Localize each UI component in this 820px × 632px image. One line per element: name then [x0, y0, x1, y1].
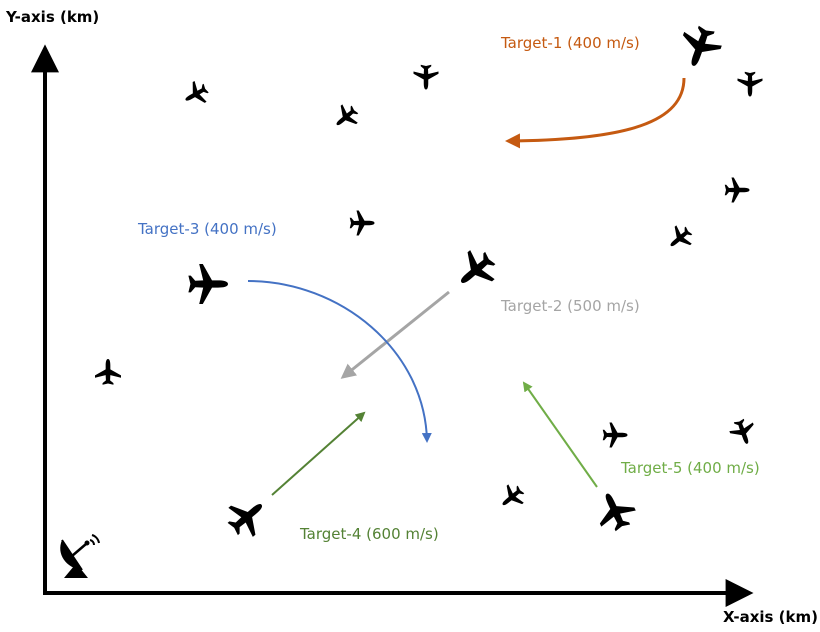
airplane-icon — [674, 21, 726, 73]
airplane-icon — [95, 359, 121, 385]
target-3-label: Target-3 (400 m/s) — [137, 220, 277, 238]
radar-dish-icon — [60, 534, 100, 578]
target-1-trajectory — [505, 77, 686, 149]
airplane-icon — [737, 71, 763, 97]
target-2-label: Target-2 (500 m/s) — [500, 297, 640, 315]
airplane-icon — [449, 243, 503, 297]
target-1-label: Target-1 (400 m/s) — [500, 34, 640, 52]
target-5-label: Target-5 (400 m/s) — [620, 459, 760, 477]
airplane-icon — [602, 422, 628, 448]
airplane-icon — [663, 221, 697, 255]
airplane-icon — [349, 210, 375, 236]
y-axis-label: Y-axis (km) — [5, 8, 99, 26]
airplane-icon — [188, 264, 228, 304]
airplane-icon — [724, 177, 750, 203]
airplane-icon — [495, 480, 529, 514]
target-5: Target-5 (400 m/s) — [522, 381, 760, 536]
airplane-icon — [589, 485, 641, 536]
target-4: Target-4 (600 m/s) — [220, 411, 439, 544]
target-3-trajectory — [247, 280, 432, 443]
airplane-icon — [220, 490, 274, 544]
x-axis-label: X-axis (km) — [723, 608, 818, 626]
target-2-trajectory — [340, 290, 450, 379]
background-aircraft — [95, 64, 763, 514]
target-4-trajectory — [271, 411, 366, 496]
airplane-icon — [413, 64, 439, 90]
target-2: Target-2 (500 m/s) — [340, 243, 640, 379]
target-3: Target-3 (400 m/s) — [137, 220, 432, 443]
target-5-trajectory — [522, 381, 598, 488]
airplane-icon — [727, 416, 760, 449]
target-1: Target-1 (400 m/s) — [500, 21, 726, 149]
target-4-label: Target-4 (600 m/s) — [299, 525, 439, 543]
airplane-icon — [329, 100, 363, 134]
airplane-icon — [179, 77, 213, 111]
